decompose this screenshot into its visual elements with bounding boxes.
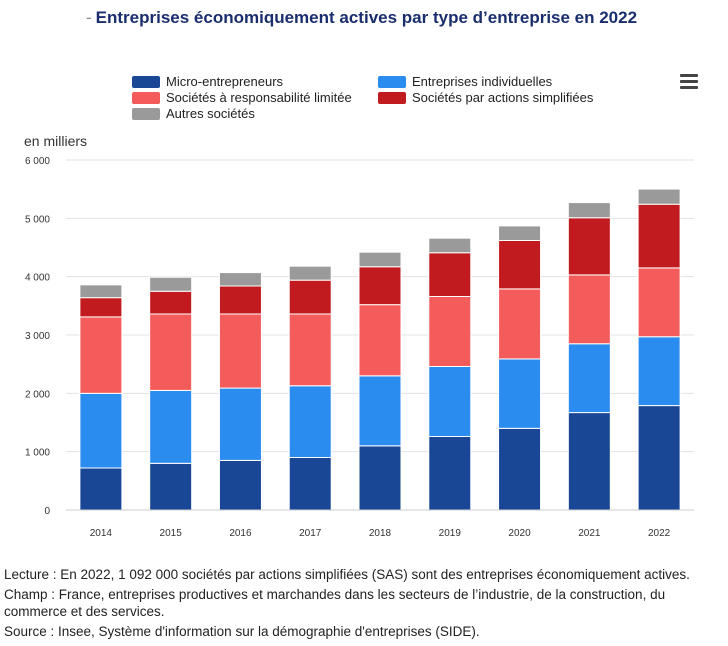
legend-swatch bbox=[132, 91, 160, 104]
bar-segment-2021-2[interactable] bbox=[567, 274, 611, 345]
bar-segment-2014-1[interactable] bbox=[79, 392, 123, 469]
legend-label: Entreprises individuelles bbox=[412, 74, 553, 89]
bar-segment-2015-3[interactable] bbox=[149, 290, 193, 315]
stacked-bar-chart: 0 1 000 2 000 3 000 4 000 5 000 6 000 2014 2015 2… bbox=[25, 156, 694, 539]
x-tick-label: 2021 bbox=[578, 528, 601, 539]
bar-segment-2014-4[interactable] bbox=[79, 284, 123, 299]
bar-segment-2014-3[interactable] bbox=[79, 297, 123, 318]
bar-segment-2018-4[interactable] bbox=[358, 251, 402, 268]
bar-segment-2015-0[interactable] bbox=[149, 462, 193, 511]
bar-segment-2021-1[interactable] bbox=[567, 343, 611, 414]
bar-segment-2022-1[interactable] bbox=[637, 336, 681, 407]
y-tick-label: 1 000 bbox=[25, 448, 50, 459]
bar-segment-2017-2[interactable] bbox=[288, 313, 332, 387]
legend-label: Sociétés à responsabilité limitée bbox=[166, 90, 352, 105]
x-tick-label: 2017 bbox=[299, 528, 322, 539]
bar-segment-2016-2[interactable] bbox=[218, 313, 262, 389]
x-tick-label: 2015 bbox=[160, 528, 183, 539]
bar-segment-2019-2[interactable] bbox=[428, 296, 472, 367]
x-tick-label: 2018 bbox=[369, 528, 392, 539]
legend-label: Sociétés par actions simplifiées bbox=[412, 90, 594, 105]
y-tick-label: 3 000 bbox=[25, 331, 50, 342]
legend-item-sarl[interactable]: Sociétés à responsabilité limitée bbox=[132, 90, 352, 105]
bar-segment-2016-3[interactable] bbox=[218, 285, 262, 315]
bar-segment-2020-4[interactable] bbox=[498, 225, 542, 242]
legend-swatch bbox=[378, 91, 406, 104]
hamburger-menu-icon[interactable] bbox=[680, 74, 698, 90]
legend-swatch bbox=[132, 75, 160, 88]
x-tick-label: 2019 bbox=[439, 528, 462, 539]
bar-segment-2022-0[interactable] bbox=[637, 405, 681, 511]
x-tick-label: 2022 bbox=[648, 528, 671, 539]
y-tick-label: 6 000 bbox=[25, 156, 50, 167]
legend-label: Micro-entrepreneurs bbox=[166, 74, 284, 89]
bar-segment-2016-0[interactable] bbox=[218, 459, 262, 511]
bar-segment-2018-3[interactable] bbox=[358, 266, 402, 306]
legend-swatch bbox=[132, 107, 160, 120]
note-lecture: Lecture : En 2022, 1 092 000 sociétés pa… bbox=[4, 567, 690, 582]
x-tick-label: 2020 bbox=[508, 528, 531, 539]
bar-segment-2016-1[interactable] bbox=[218, 387, 262, 461]
bar-segment-2017-4[interactable] bbox=[288, 265, 332, 281]
x-tick-label: 2014 bbox=[90, 528, 113, 539]
y-tick-label: 5 000 bbox=[25, 214, 50, 225]
legend-swatch bbox=[378, 75, 406, 88]
bar-segment-2022-4[interactable] bbox=[637, 188, 681, 205]
bar-segment-2018-0[interactable] bbox=[358, 445, 402, 511]
y-axis-unit-label: en milliers bbox=[24, 133, 88, 149]
title-dash: - bbox=[86, 8, 92, 27]
legend-item-autres-societes[interactable]: Autres sociétés bbox=[132, 106, 255, 121]
bar-segment-2020-3[interactable] bbox=[498, 240, 542, 290]
bar-segment-2018-1[interactable] bbox=[358, 375, 402, 447]
x-tick-label: 2016 bbox=[229, 528, 252, 539]
legend-label: Autres sociétés bbox=[166, 106, 255, 121]
bar-segment-2019-0[interactable] bbox=[428, 436, 472, 511]
bar-segment-2015-2[interactable] bbox=[149, 313, 193, 391]
bar-segment-2019-4[interactable] bbox=[428, 237, 472, 254]
note-champ: Champ : France, entreprises productives … bbox=[4, 587, 666, 619]
bar-segment-2021-4[interactable] bbox=[567, 202, 611, 219]
bar-segment-2022-2[interactable] bbox=[637, 267, 681, 338]
bar-segment-2017-0[interactable] bbox=[288, 457, 332, 511]
bar-segment-2019-3[interactable] bbox=[428, 252, 472, 297]
y-tick-label: 0 bbox=[44, 506, 50, 517]
bar-segment-2022-3[interactable] bbox=[637, 203, 681, 269]
bar-segment-2014-2[interactable] bbox=[79, 316, 123, 394]
bar-segment-2017-1[interactable] bbox=[288, 385, 332, 458]
bar-segment-2020-1[interactable] bbox=[498, 358, 542, 429]
bar-segment-2015-1[interactable] bbox=[149, 389, 193, 464]
bar-segment-2020-2[interactable] bbox=[498, 288, 542, 360]
bar-segment-2020-0[interactable] bbox=[498, 427, 542, 511]
legend-item-micro-entrepreneurs[interactable]: Micro-entrepreneurs bbox=[132, 74, 283, 89]
chart-title: - Entreprises économiquement actives par … bbox=[86, 8, 637, 28]
bar-segment-2016-4[interactable] bbox=[218, 272, 262, 287]
bar-segment-2018-2[interactable] bbox=[358, 304, 402, 377]
legend-item-sas[interactable]: Sociétés par actions simplifiées bbox=[378, 90, 593, 105]
bar-segment-2021-3[interactable] bbox=[567, 217, 611, 276]
bar-segment-2021-0[interactable] bbox=[567, 412, 611, 511]
legend-item-entreprises-individuelles[interactable]: Entreprises individuelles bbox=[378, 74, 552, 89]
note-source: Source : Insee, Système d'information su… bbox=[4, 624, 480, 639]
bar-segment-2014-0[interactable] bbox=[79, 467, 123, 511]
title-text: Entreprises économiquement actives par t… bbox=[95, 8, 638, 27]
bar-segment-2017-3[interactable] bbox=[288, 279, 332, 315]
y-tick-label: 4 000 bbox=[25, 273, 50, 284]
y-tick-label: 2 000 bbox=[25, 389, 50, 400]
chart-notes: Lecture : En 2022, 1 092 000 sociétés pa… bbox=[4, 566, 724, 643]
bar-segment-2015-4[interactable] bbox=[149, 276, 193, 292]
bar-segment-2019-1[interactable] bbox=[428, 366, 472, 437]
